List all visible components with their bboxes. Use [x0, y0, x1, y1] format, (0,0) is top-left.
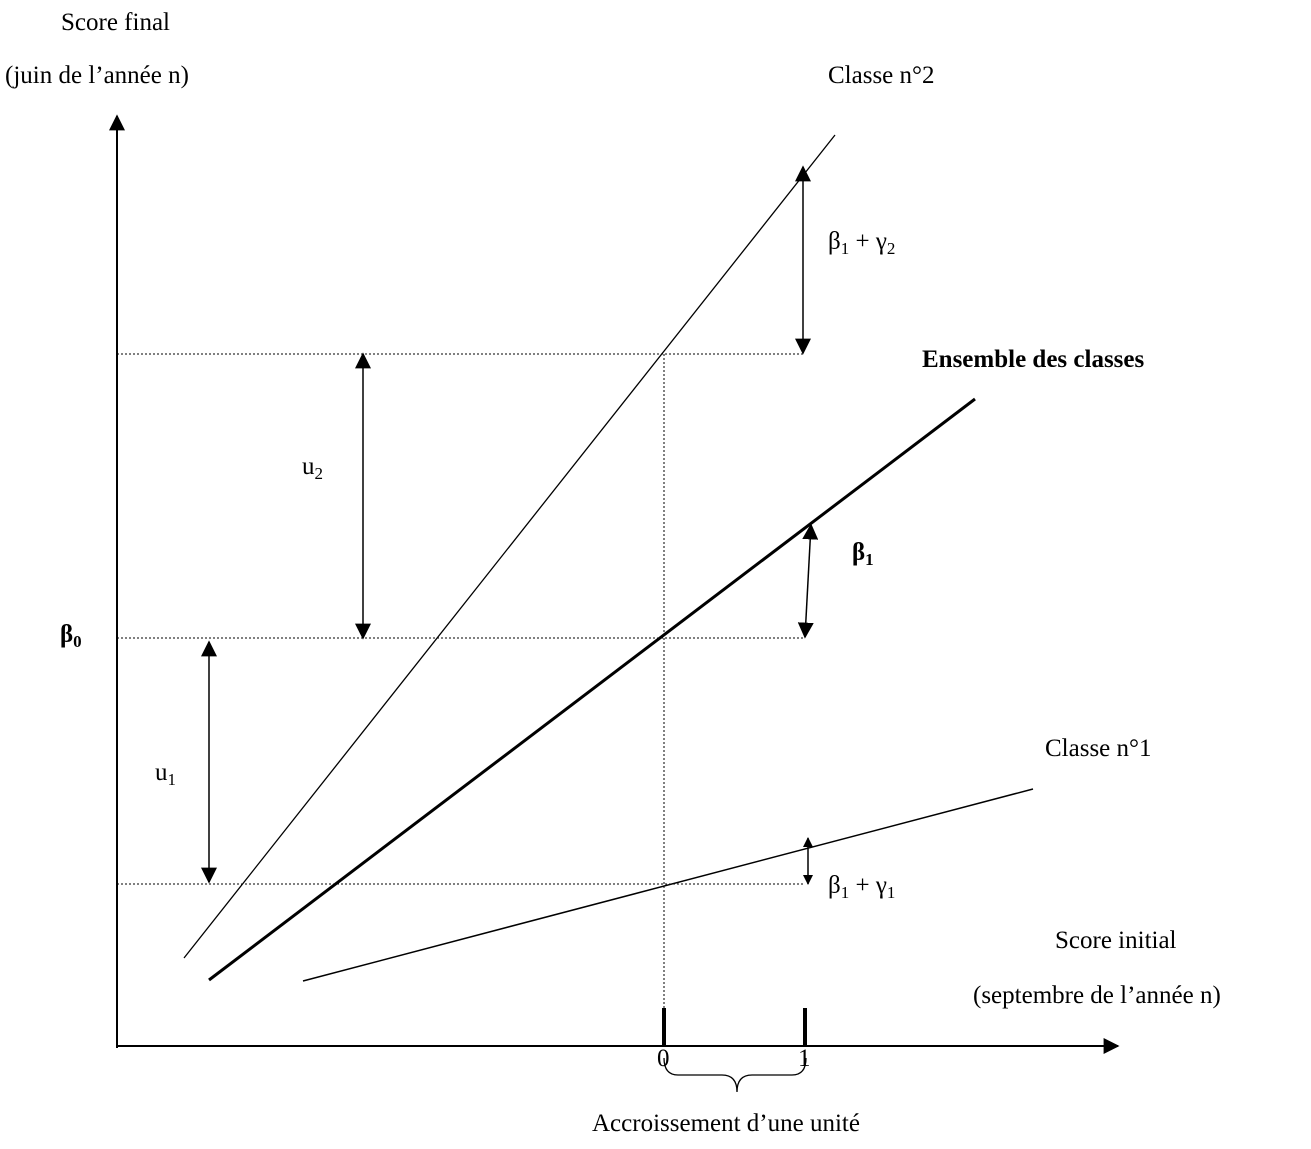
beta1-label: β1	[852, 539, 874, 569]
y-axis-label-line2: (juin de l’année n)	[5, 62, 189, 89]
beta1-gamma1-label: β1 + γ1	[828, 872, 895, 902]
arrow-beta1	[797, 523, 819, 639]
class2-label: Classe n°2	[828, 62, 935, 89]
u2-label: u2	[302, 453, 323, 483]
y-axis-label-line1: Score final	[61, 9, 170, 36]
brace-label: Accroissement d’une unité	[592, 1110, 860, 1137]
all-classes-label: Ensemble des classes	[922, 346, 1145, 373]
line-class2	[183, 134, 836, 959]
u1-label: u1	[155, 759, 176, 789]
class1-label: Classe n°1	[1045, 735, 1152, 762]
beta1-gamma2-label: β1 + γ2	[828, 228, 895, 258]
x-axis-label-line2: (septembre de l’année n)	[973, 982, 1221, 1009]
beta0-label: β0	[60, 621, 82, 651]
brace	[663, 1057, 807, 1093]
tick-label-one: 1	[798, 1045, 811, 1072]
tick-label-zero: 0	[657, 1045, 670, 1072]
x-axis-label-line1: Score initial	[1055, 927, 1177, 954]
line-all-classes	[208, 397, 976, 982]
line-class1	[302, 788, 1034, 982]
